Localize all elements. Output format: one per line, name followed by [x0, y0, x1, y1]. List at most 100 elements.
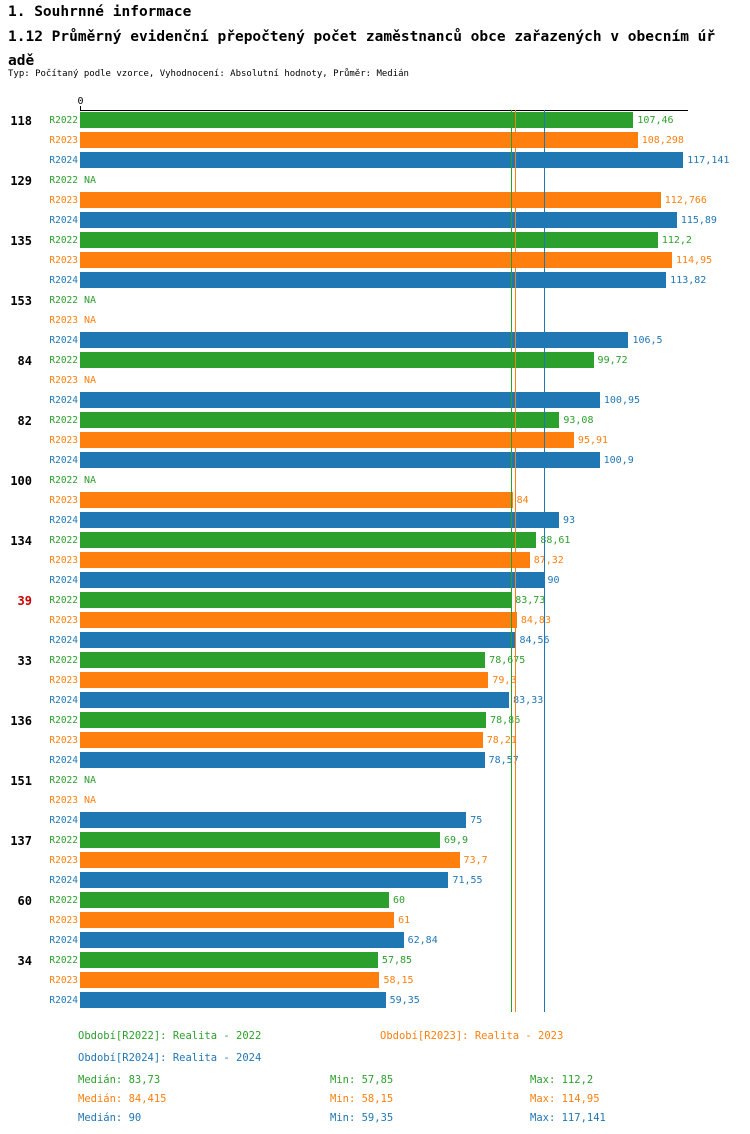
indicator-title: 1.12 Průměrný evidenční přepočtený počet… — [8, 29, 716, 69]
value-label: 99,72 — [597, 355, 628, 366]
series-label-r2023: R2023 — [49, 255, 78, 266]
group-label: 33 — [17, 654, 32, 668]
na-label: NA — [84, 795, 97, 806]
bar-r2024 — [80, 752, 485, 768]
na-label: NA — [84, 775, 97, 786]
series-label-r2024: R2024 — [49, 635, 78, 646]
x-axis-line — [80, 110, 688, 111]
series-label-r2023: R2023 — [49, 615, 78, 626]
series-label-r2023: R2023 — [49, 135, 78, 146]
series-label-r2024: R2024 — [49, 455, 78, 466]
value-label: 71,55 — [452, 875, 483, 886]
bar-r2024 — [80, 692, 510, 708]
series-label-r2024: R2024 — [49, 755, 78, 766]
series-label-r2023: R2023 — [49, 915, 78, 926]
series-label-r2023: R2023 — [49, 375, 78, 386]
bar-r2024 — [80, 812, 467, 828]
stat-min-r2022: Min: 57,85 — [330, 1074, 394, 1086]
series-label-r2022: R2022 — [49, 355, 78, 366]
value-label: 57,85 — [381, 955, 413, 966]
legend-item-r2023: Období[R2023]: Realita - 2023 — [380, 1030, 564, 1042]
group-label: 60 — [17, 894, 32, 908]
group-label: 82 — [17, 414, 32, 428]
value-label: 78,57 — [488, 755, 519, 766]
series-label-r2022: R2022 — [49, 655, 78, 666]
bar-r2024 — [80, 872, 449, 888]
stat-max-r2022: Max: 112,2 — [530, 1074, 594, 1086]
series-label-r2024: R2024 — [49, 935, 78, 946]
stat-median-r2023: Medián: 84,415 — [78, 1093, 167, 1105]
value-label: 59,35 — [389, 995, 420, 1006]
bar-r2023 — [80, 192, 661, 208]
group-label: 135 — [10, 234, 32, 248]
series-label-r2023: R2023 — [49, 435, 78, 446]
chart-legend: Období[R2022]: Realita - 2022 Období[R202… — [0, 1030, 750, 1074]
na-label: NA — [84, 295, 97, 306]
bar-chart: 0 118 R2022 107,46 R2023 108,298 R2024 117,141… — [0, 96, 750, 1014]
bar-r2023 — [80, 912, 395, 928]
bar-r2022 — [80, 712, 487, 728]
series-label-r2022: R2022 — [49, 775, 78, 786]
series-label-r2024: R2024 — [49, 335, 78, 346]
bar-r2023 — [80, 972, 380, 988]
value-label: 84 — [516, 495, 529, 506]
series-label-r2022: R2022 — [49, 415, 78, 426]
group-label: 136 — [10, 714, 32, 728]
stat-min-r2024: Min: 59,35 — [330, 1112, 394, 1124]
bar-r2022 — [80, 412, 560, 428]
value-label: 108,298 — [641, 135, 684, 146]
stat-median-r2024: Medián: 90 — [78, 1112, 142, 1124]
value-label: 83,73 — [515, 595, 546, 606]
series-label-r2024: R2024 — [49, 515, 78, 526]
series-label-r2024: R2024 — [49, 395, 78, 406]
series-label-r2022: R2022 — [49, 535, 78, 546]
bar-r2024 — [80, 632, 516, 648]
value-label: 58,15 — [383, 975, 414, 986]
bar-r2023 — [80, 432, 574, 448]
group-label: 151 — [10, 774, 32, 788]
value-label: 112,766 — [664, 195, 707, 206]
stat-max-r2024: Max: 117,141 — [530, 1112, 606, 1124]
value-label: 90 — [547, 575, 560, 586]
bar-r2024 — [80, 572, 544, 588]
series-label-r2024: R2024 — [49, 695, 78, 706]
value-label: 78,675 — [489, 655, 526, 666]
bar-r2023 — [80, 612, 517, 628]
value-label: 114,95 — [675, 255, 713, 266]
x-axis-tick — [80, 106, 81, 110]
bar-r2023 — [80, 672, 489, 688]
bar-r2024 — [80, 152, 684, 168]
series-label-r2022: R2022 — [49, 715, 78, 726]
series-label-r2023: R2023 — [49, 315, 78, 326]
series-label-r2024: R2024 — [49, 995, 78, 1006]
series-label-r2023: R2023 — [49, 675, 78, 686]
value-label: 107,46 — [637, 115, 674, 126]
stat-max-r2023: Max: 114,95 — [530, 1093, 600, 1105]
series-label-r2023: R2023 — [49, 975, 78, 986]
bar-r2023 — [80, 552, 530, 568]
na-label: NA — [84, 175, 97, 186]
value-label: 115,89 — [680, 215, 717, 226]
value-label: 84,83 — [520, 615, 551, 626]
bar-r2023 — [80, 252, 672, 268]
bar-r2023 — [80, 492, 513, 508]
value-label: 112,2 — [661, 235, 692, 246]
bar-r2024 — [80, 392, 600, 408]
value-label: 100,9 — [603, 455, 634, 466]
group-label: 134 — [10, 534, 32, 548]
chart-stats: Medián: 83,73 Min: 57,85 Max: 112,2 Medián:… — [0, 1074, 750, 1134]
series-label-r2022: R2022 — [49, 235, 78, 246]
bar-r2023 — [80, 852, 460, 868]
series-label-r2023: R2023 — [49, 495, 78, 506]
x-axis-zero-label: 0 — [77, 96, 84, 107]
series-label-r2022: R2022 — [49, 475, 78, 486]
series-label-r2022: R2022 — [49, 595, 78, 606]
series-label-r2022: R2022 — [49, 115, 78, 126]
series-label-r2023: R2023 — [49, 555, 78, 566]
series-label-r2024: R2024 — [49, 155, 78, 166]
bar-r2024 — [80, 212, 677, 228]
value-label: 69,9 — [443, 835, 469, 846]
bar-r2024 — [80, 932, 404, 948]
bar-r2022 — [80, 232, 658, 248]
value-label: 79,3 — [492, 675, 517, 686]
